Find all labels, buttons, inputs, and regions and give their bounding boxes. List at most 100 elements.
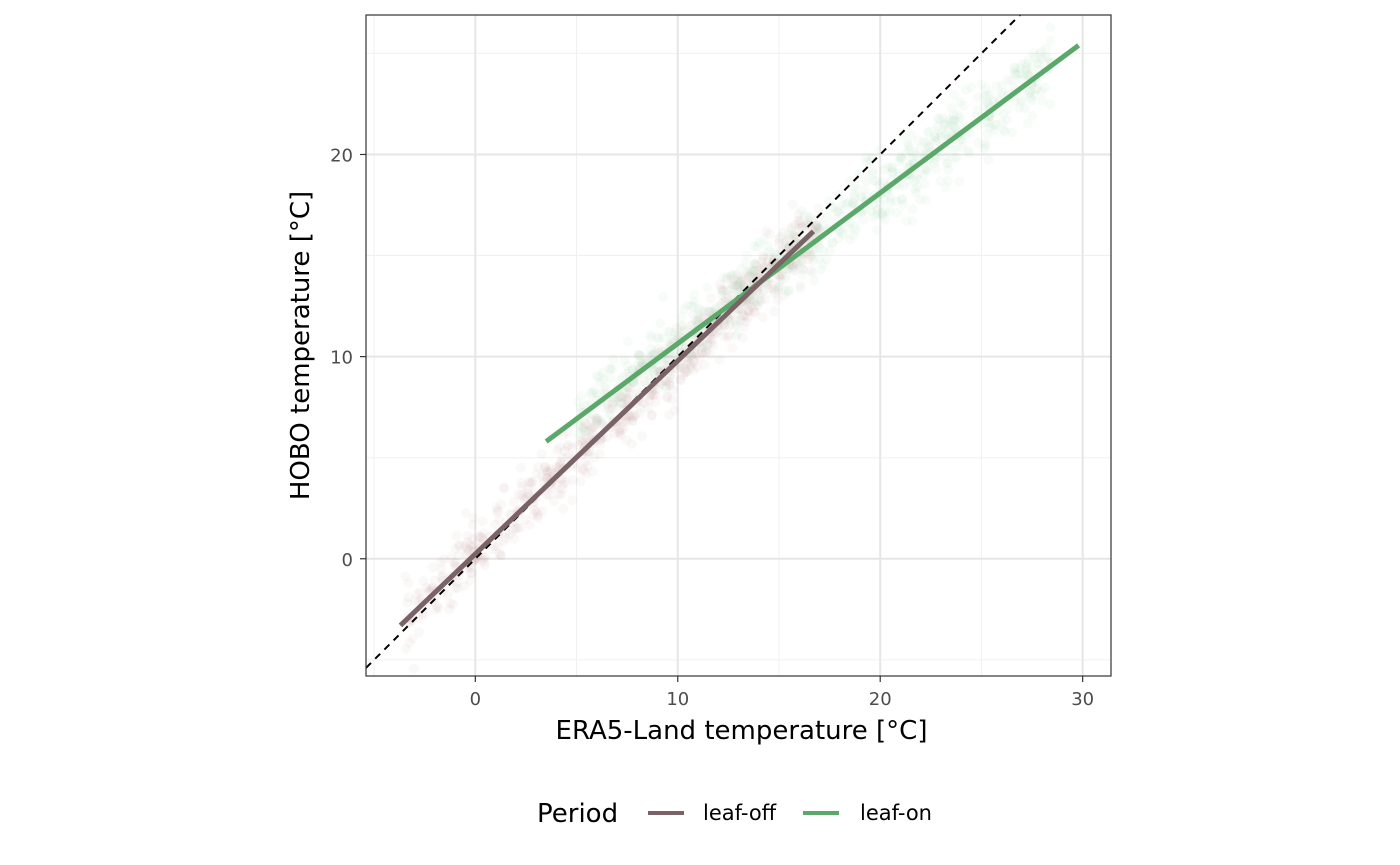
scatter-point-leaf-off [479,560,490,571]
scatter-point-leaf-on [688,301,699,312]
scatter-point-leaf-on [769,247,780,258]
scatter-point-leaf-off [752,268,763,279]
scatter-point-leaf-on [946,117,957,128]
scatter-point-leaf-on [949,90,960,101]
scatter-point-leaf-on [633,350,644,361]
scatter-point-leaf-on [1022,68,1033,79]
scatter-point-leaf-off [697,346,708,357]
scatter-point-leaf-on [595,377,606,388]
scatter-point-leaf-on [736,274,747,285]
scatter-point-leaf-off [592,415,603,426]
scatter-point-leaf-off [714,354,725,365]
scatter-point-leaf-off [696,342,707,353]
scatter-point-leaf-off [663,378,674,389]
scatter-point-leaf-on [676,320,687,331]
scatter-point-leaf-off [688,365,699,376]
x-tick-label: 10 [666,689,689,710]
scatter-point-leaf-off [806,215,817,226]
scatter-point-leaf-on [997,80,1008,91]
scatter-point-leaf-on [946,102,957,113]
scatter-point-leaf-on [718,286,729,297]
scatter-point-leaf-on [833,207,844,218]
scatter-point-leaf-on [783,286,794,297]
scatter-point-leaf-off [431,601,442,612]
scatter-point-leaf-on [963,145,974,156]
scatter-point-leaf-on [758,234,769,245]
scatter-point-leaf-off [702,340,713,351]
scatter-point-leaf-off [691,349,702,360]
scatter-point-leaf-on [635,402,646,413]
scatter-point-leaf-off [460,508,471,519]
scatter-point-leaf-on [999,126,1010,137]
scatter-point-leaf-off [811,220,822,231]
scatter-point-leaf-on [983,118,994,129]
scatter-point-leaf-on [595,416,606,427]
scatter-point-leaf-on [911,150,922,161]
scatter-point-leaf-on [940,182,951,193]
scatter-point-leaf-off [617,424,628,435]
scatter-point-leaf-off [675,374,686,385]
scatter-point-leaf-off [450,543,461,554]
scatter-point-leaf-off [536,448,547,459]
scatter-point-leaf-off [757,312,768,323]
scatter-point-leaf-off [701,346,712,357]
scatter-point-leaf-on [1025,86,1036,97]
scatter-point-leaf-on [613,396,624,407]
scatter-point-leaf-off [694,352,705,363]
scatter-point-leaf-off [650,390,661,401]
scatter-point-leaf-off [614,427,625,438]
scatter-point-leaf-off [803,254,814,265]
scatter-point-leaf-off [623,393,634,404]
scatter-point-leaf-on [583,426,594,437]
scatter-point-leaf-off [742,298,753,309]
scatter-point-leaf-on [849,221,860,232]
scatter-point-leaf-off [680,366,691,377]
scatter-point-leaf-on [1001,114,1012,125]
scatter-point-leaf-on [955,97,966,108]
scatter-point-leaf-off [704,349,715,360]
scatter-point-leaf-off [680,358,691,369]
scatter-point-leaf-off [513,489,524,500]
scatter-point-leaf-on [645,343,656,354]
scatter-point-leaf-on [998,124,1009,135]
scatter-point-leaf-on [579,426,590,437]
scatter-point-leaf-on [1008,62,1019,73]
scatter-point-leaf-off [789,230,800,241]
scatter-point-leaf-off [614,424,625,435]
scatter-point-leaf-on [1016,96,1027,107]
scatter-point-leaf-on [845,175,856,186]
scatter-point-leaf-off [524,477,535,488]
scatter-point-leaf-on [704,306,715,317]
scatter-point-leaf-off [625,383,636,394]
scatter-point-leaf-on [973,92,984,103]
scatter-point-leaf-off [744,306,755,317]
scatter-point-leaf-on [901,148,912,159]
scatter-point-leaf-off [531,468,542,479]
scatter-point-leaf-on [980,140,991,151]
scatter-point-leaf-off [772,294,783,305]
scatter-point-leaf-on [816,264,827,275]
scatter-point-leaf-on [594,371,605,382]
scatter-point-leaf-off [719,320,730,331]
scatter-point-leaf-off [478,552,489,563]
scatter-point-leaf-on [591,418,602,429]
scatter-point-leaf-off [683,357,694,368]
scatter-point-leaf-off [764,229,775,240]
scatter-point-leaf-off [660,381,671,392]
scatter-point-leaf-off [562,452,573,463]
scatter-point-leaf-off [575,476,586,487]
scatter-point-leaf-on [932,113,943,124]
scatter-point-leaf-off [532,513,543,524]
scatter-point-leaf-off [572,439,583,450]
scatter-point-leaf-off [597,418,608,429]
scatter-point-leaf-off [425,583,436,594]
scatter-point-leaf-off [795,215,806,226]
scatter-point-leaf-on [615,398,626,409]
scatter-point-leaf-on [591,388,602,399]
scatter-point-leaf-off [755,288,766,299]
scatter-point-leaf-on [749,258,760,269]
scatter-point-leaf-on [762,251,773,262]
scatter-point-leaf-on [817,259,828,270]
scatter-point-leaf-off [607,403,618,414]
scatter-point-leaf-on [874,180,885,191]
